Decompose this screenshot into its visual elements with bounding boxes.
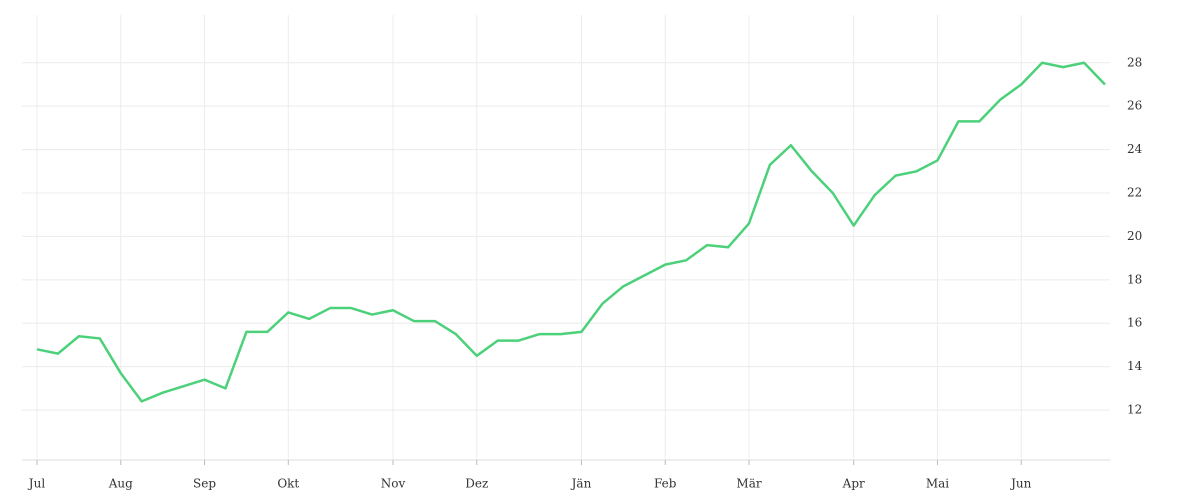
x-tick-label: Aug	[108, 477, 133, 491]
y-tick-label: 26	[1127, 99, 1142, 113]
y-tick-label: 16	[1127, 316, 1142, 330]
y-tick-label: 20	[1127, 229, 1142, 243]
x-tick-label: Jul	[27, 477, 46, 491]
y-tick-label: 22	[1127, 186, 1142, 200]
y-tick-label: 24	[1127, 142, 1143, 156]
x-tick-label: Sep	[193, 477, 216, 491]
x-tick-label: Dez	[465, 477, 488, 491]
x-tick-label: Okt	[277, 477, 299, 491]
x-tick-label: Nov	[381, 477, 406, 491]
x-tick-label: Mai	[926, 477, 949, 491]
y-tick-label: 28	[1127, 55, 1142, 69]
line	[36, 61, 1106, 403]
x-tick-label: Feb	[654, 477, 677, 491]
x-tick-label: Apr	[842, 477, 865, 491]
y-tick-label: 14	[1127, 359, 1143, 373]
y-tick-label: 12	[1127, 403, 1142, 417]
x-tick-label: Mär	[736, 477, 761, 491]
y-tick-label: 18	[1127, 272, 1142, 286]
x-tick-label: Jän	[570, 477, 592, 491]
x-tick-label: Jun	[1009, 477, 1032, 491]
